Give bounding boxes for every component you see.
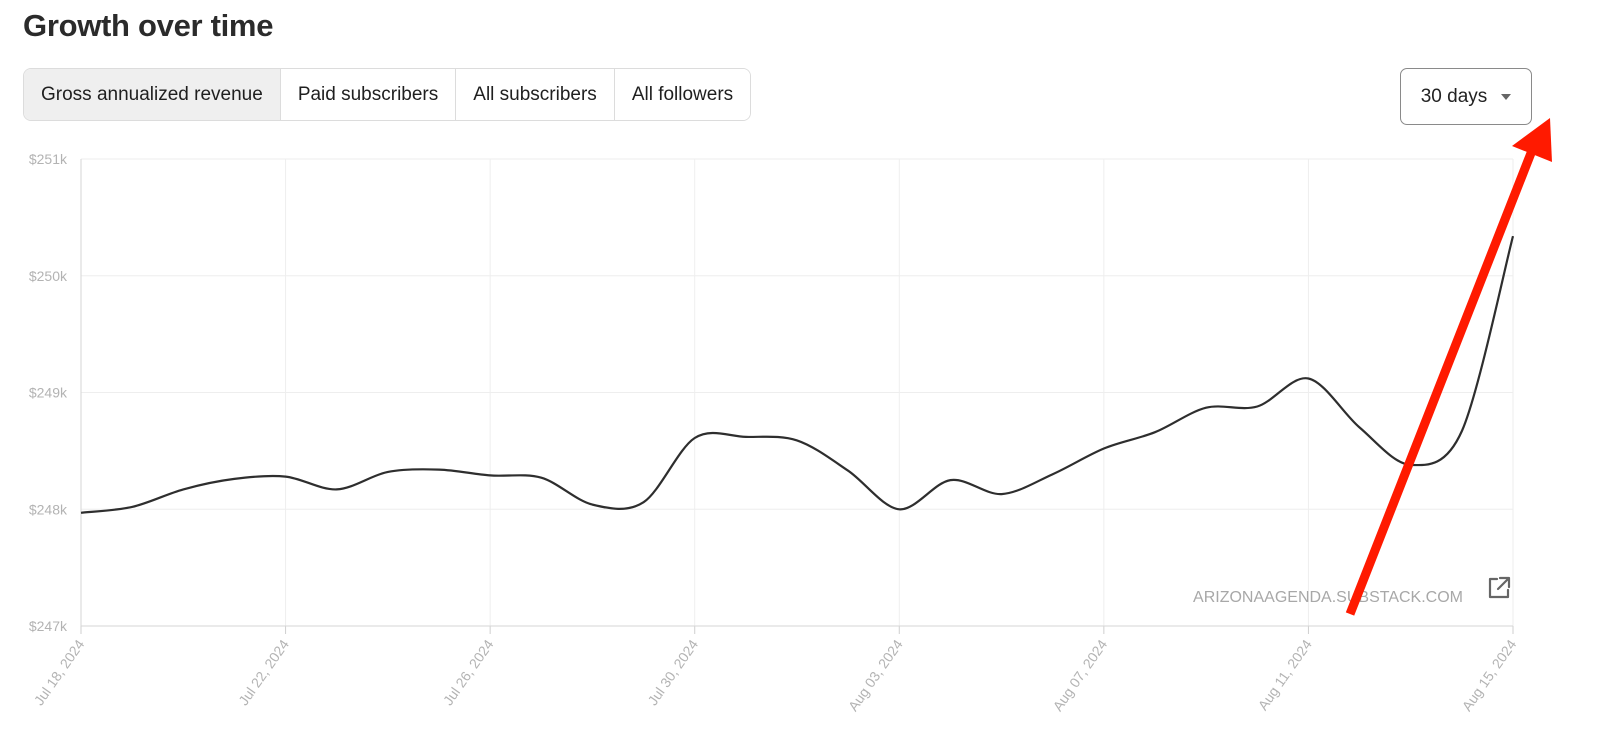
- y-tick-label: $248k: [29, 501, 68, 517]
- x-tick-label: Jul 30, 2024: [644, 636, 701, 708]
- watermark-text: ARIZONAAGENDA.SUBSTACK.COM: [1193, 589, 1463, 606]
- revenue-series-line: [80, 235, 1515, 514]
- x-tick-label: Aug 11, 2024: [1255, 636, 1315, 713]
- page-title: Growth over time: [23, 8, 274, 43]
- x-tick-label: Aug 03, 2024: [845, 636, 906, 714]
- y-tick-label: $247k: [29, 618, 68, 634]
- y-axis-ticks: $247k $248k $249k $250k $251k: [29, 151, 68, 634]
- red-arrow-annotation: [1345, 118, 1552, 616]
- time-range-label: 30 days: [1420, 85, 1488, 107]
- caret-down-icon: [1501, 93, 1512, 100]
- time-range-select[interactable]: 30 days: [1400, 68, 1532, 125]
- y-tick-label: $251k: [29, 151, 68, 167]
- x-axis-ticks: Jul 18, 2024 Jul 22, 2024 Jul 26, 2024 Jul …: [31, 636, 1520, 714]
- tab-paid-subscribers[interactable]: Paid subscribers: [280, 69, 457, 120]
- chart-grid: [81, 158, 1514, 626]
- chart-axes: [80, 159, 1514, 634]
- external-link-icon[interactable]: [1488, 576, 1511, 599]
- metric-tabs: Gross annualized revenue Paid subscriber…: [23, 68, 752, 121]
- x-tick-label: Aug 07, 2024: [1049, 636, 1110, 714]
- x-tick-label: Jul 18, 2024: [31, 636, 88, 708]
- y-tick-label: $250k: [29, 268, 68, 284]
- x-tick-label: Jul 26, 2024: [440, 636, 497, 708]
- x-tick-label: Aug 15, 2024: [1459, 636, 1520, 714]
- tab-all-subscribers[interactable]: All subscribers: [456, 69, 615, 120]
- tab-all-followers[interactable]: All followers: [614, 69, 751, 120]
- tab-gross-annualized-revenue[interactable]: Gross annualized revenue: [24, 69, 281, 120]
- y-tick-label: $249k: [29, 385, 68, 401]
- x-tick-label: Jul 22, 2024: [235, 636, 292, 708]
